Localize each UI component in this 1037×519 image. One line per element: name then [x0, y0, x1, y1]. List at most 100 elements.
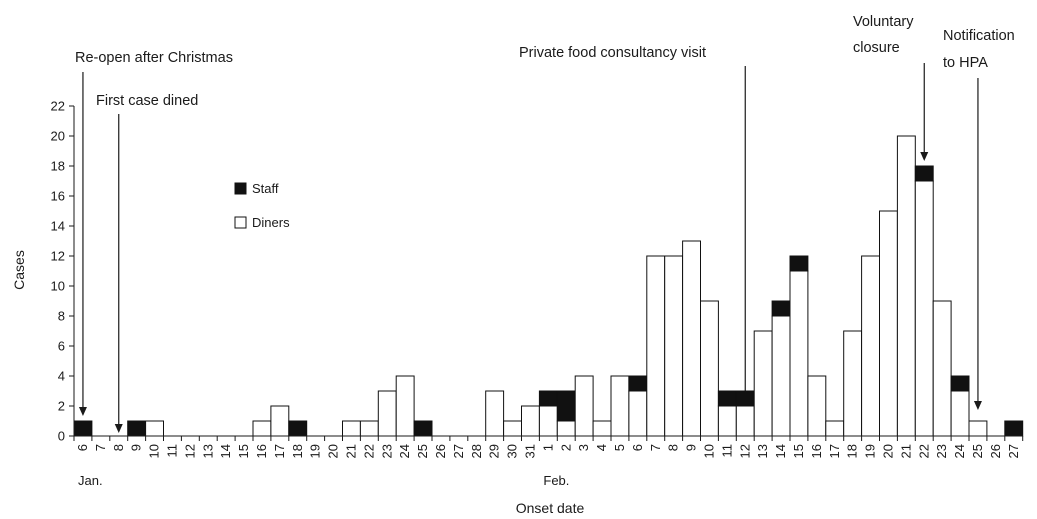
bar-diners: [377, 390, 397, 437]
bar-diners: [252, 420, 272, 437]
annotation-arrow-head: [78, 407, 87, 416]
x-tick-label: 13: [200, 444, 215, 458]
x-tick-label: 26: [988, 444, 1003, 458]
x-tick-label: 14: [773, 444, 788, 458]
x-tick-label: 25: [415, 444, 430, 458]
bar-diners: [503, 420, 523, 437]
y-tick-label: 22: [51, 99, 65, 114]
bar-staff: [556, 390, 576, 422]
y-tick-label: 20: [51, 129, 65, 144]
bar-diners: [968, 420, 988, 437]
x-tick-label: 7: [93, 444, 108, 451]
x-tick-label: 22: [361, 444, 376, 458]
x-tick-label: 30: [505, 444, 520, 458]
bar-diners: [807, 375, 827, 437]
y-axis-ticks: 0 2 4 6 8 10 12 14 16 18 20 22: [51, 99, 74, 444]
x-tick-label: 5: [612, 444, 627, 451]
x-tick-label: 3: [576, 444, 591, 451]
annotation-label: Private food consultancy visit: [519, 45, 706, 61]
x-tick-label: 20: [326, 444, 341, 458]
bar-diners: [753, 330, 773, 437]
x-tick-label: 31: [522, 444, 537, 458]
bar-staff: [628, 375, 648, 392]
x-tick-label: 23: [934, 444, 949, 458]
x-tick-label: 7: [648, 444, 663, 451]
x-tick-label: 19: [863, 444, 878, 458]
bar-diners: [592, 420, 612, 437]
bar-staff: [717, 390, 737, 407]
annotation-line: First case dined: [96, 93, 198, 109]
bar-diners: [843, 330, 863, 437]
x-tick-label: 6: [630, 444, 645, 451]
x-tick-label: 20: [880, 444, 895, 458]
x-tick-label: 13: [755, 444, 770, 458]
x-tick-label: 11: [719, 444, 734, 458]
bar-diners: [861, 255, 880, 437]
x-tick-label: 21: [898, 444, 913, 458]
annotation-arrow-head: [973, 401, 982, 410]
bar-staff: [538, 390, 558, 407]
bar-staff: [127, 420, 147, 437]
bar-diners: [717, 405, 737, 437]
bar-staff: [950, 375, 970, 392]
legend: Staff Diners: [234, 181, 290, 230]
x-tick-label: 27: [1006, 444, 1021, 458]
x-tick-label: 24: [952, 444, 967, 458]
y-tick-label: 8: [58, 309, 65, 324]
bar-diners: [359, 420, 379, 437]
x-tick-label: 19: [308, 444, 323, 458]
legend-diners-label: Diners: [252, 215, 290, 230]
x-tick-label: 1: [540, 444, 555, 451]
x-tick-label: 14: [218, 444, 233, 458]
annotation-line: Re-open after Christmas: [75, 50, 233, 66]
bar-staff: [789, 255, 809, 272]
bar-staff: [288, 420, 308, 437]
annotation-arrow-head: [114, 424, 123, 433]
bar-diners: [395, 375, 415, 437]
y-tick-label: 12: [51, 249, 65, 264]
annotation-label: Notification to HPA: [943, 28, 1015, 71]
y-tick-label: 4: [58, 369, 65, 384]
annotation-arrow-head: [920, 152, 929, 161]
x-tick-label: 16: [809, 444, 824, 458]
x-tick-label: 6: [75, 444, 90, 451]
x-tick-label: 12: [182, 444, 197, 458]
bars-layer: [73, 135, 1024, 437]
bar-staff: [914, 165, 934, 182]
bar-diners: [628, 390, 648, 437]
annotation-line: Notification: [943, 28, 1015, 44]
annotation-label: Voluntary closure: [853, 14, 914, 56]
bar-diners: [556, 420, 576, 437]
bar-staff: [1004, 420, 1024, 437]
y-tick-label: 14: [51, 219, 65, 234]
bar-diners: [145, 420, 165, 437]
legend-staff-label: Staff: [252, 181, 279, 196]
x-tick-label: 11: [164, 444, 179, 458]
annotation-label: First case dined: [96, 93, 198, 109]
bar-diners: [789, 270, 809, 437]
x-tick-label: 17: [827, 444, 842, 458]
bar-staff: [413, 420, 433, 437]
x-tick-label: 9: [129, 444, 144, 451]
bar-diners: [879, 210, 898, 437]
x-tick-label: 17: [272, 444, 287, 458]
bar-diners: [270, 405, 290, 437]
y-tick-label: 10: [51, 279, 65, 294]
bar-staff: [73, 420, 93, 437]
bar-diners: [485, 390, 505, 437]
x-tick-label: 25: [970, 444, 985, 458]
bar-diners: [521, 405, 540, 437]
x-tick-label: 21: [343, 444, 358, 458]
bar-diners: [664, 255, 684, 437]
y-tick-label: 16: [51, 189, 65, 204]
annotation-line: closure: [853, 40, 900, 56]
annotation-label: Re-open after Christmas: [75, 50, 233, 66]
bar-diners: [825, 420, 845, 437]
x-tick-label: 4: [594, 444, 609, 451]
annotations-layer: Re-open after Christmas First case dined P…: [75, 14, 1015, 433]
legend-staff-swatch: [234, 182, 247, 195]
x-tick-label: 29: [487, 444, 502, 458]
annotation-line: Private food consultancy visit: [519, 45, 706, 61]
